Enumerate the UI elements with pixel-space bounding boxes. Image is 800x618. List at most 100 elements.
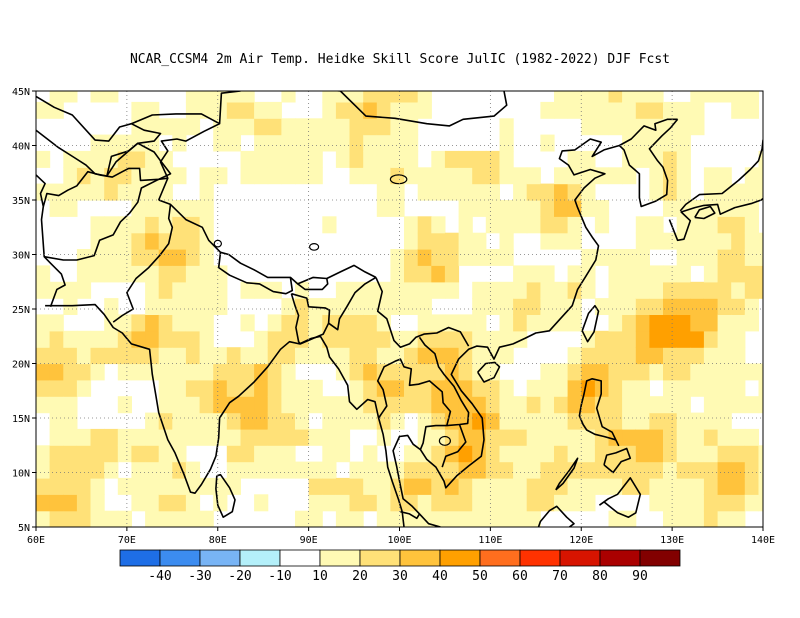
shading-cell xyxy=(145,183,160,201)
shading-cell xyxy=(145,347,160,365)
shading-cell xyxy=(226,347,241,365)
shading-cell xyxy=(485,396,500,414)
shading-cell xyxy=(90,183,105,201)
colorbar-swatch xyxy=(239,549,281,567)
shading-cell xyxy=(731,91,746,103)
shading-cell xyxy=(649,167,664,185)
shading-cell xyxy=(404,477,419,495)
shading-cell xyxy=(281,91,296,103)
shading-cell xyxy=(581,183,596,201)
shading-cell xyxy=(363,101,378,119)
shading-cell xyxy=(145,445,160,463)
shading-cell xyxy=(145,298,160,315)
shading-cell xyxy=(649,363,664,381)
shading-cell xyxy=(663,477,678,495)
shading-cell xyxy=(417,445,432,463)
shading-cell xyxy=(622,134,637,152)
shading-cell xyxy=(104,428,119,446)
shading-cell xyxy=(513,281,528,299)
shading-cell xyxy=(458,347,473,365)
shading-cell xyxy=(717,347,732,365)
shading-cell xyxy=(513,265,528,283)
shading-cell xyxy=(404,298,419,315)
shading-cell xyxy=(335,363,351,381)
skill-score-shading xyxy=(36,91,763,527)
shading-cell xyxy=(172,134,187,152)
shading-cell xyxy=(526,298,541,315)
border-laos-vietnam xyxy=(418,336,470,427)
shading-cell xyxy=(608,363,623,381)
shading-cell xyxy=(663,494,678,512)
shading-cell xyxy=(226,118,241,136)
shading-cell xyxy=(63,445,78,463)
shading-cell xyxy=(295,396,310,414)
shading-cell xyxy=(322,461,337,479)
shading-cell xyxy=(172,510,187,527)
shading-cell xyxy=(390,347,405,365)
shading-cell xyxy=(267,134,282,152)
shading-cell xyxy=(690,428,705,446)
shading-cell xyxy=(172,249,187,266)
shading-cell xyxy=(199,281,214,299)
shading-cell xyxy=(608,330,623,348)
shading-cell xyxy=(717,232,732,250)
border-uzbek-turkmen xyxy=(36,95,162,177)
shading-cell xyxy=(431,216,446,234)
shading-cell xyxy=(308,150,323,168)
shading-cell xyxy=(431,314,446,332)
shading-cell xyxy=(540,396,555,414)
shading-cell xyxy=(608,477,623,495)
shading-cell xyxy=(554,167,569,185)
shading-cell xyxy=(744,298,759,315)
shading-cell xyxy=(36,461,51,479)
shading-cell xyxy=(431,510,446,527)
shading-cell xyxy=(758,167,763,185)
shading-cell xyxy=(322,101,337,119)
shading-cell xyxy=(513,461,528,479)
shading-cell xyxy=(254,445,269,463)
shading-cell xyxy=(63,347,78,365)
shading-cell xyxy=(594,477,610,495)
shading-cell xyxy=(485,412,500,430)
shading-cell xyxy=(349,298,364,315)
shading-cell xyxy=(513,314,528,332)
shading-cell xyxy=(703,330,719,348)
shading-cell xyxy=(240,428,255,446)
shading-cell xyxy=(526,510,541,527)
shading-cell xyxy=(131,150,146,168)
shading-cell xyxy=(472,314,487,332)
shading-cell xyxy=(581,101,596,119)
shading-cell xyxy=(404,379,419,397)
shading-cell xyxy=(363,477,378,495)
colorbar-swatch xyxy=(639,549,681,567)
shading-cell xyxy=(485,281,500,299)
shading-cell xyxy=(295,150,310,168)
shading-cell xyxy=(267,330,282,348)
shading-cell xyxy=(417,232,432,250)
shading-cell xyxy=(363,134,378,152)
colorbar-label: 10 xyxy=(312,569,328,584)
shading-cell xyxy=(554,281,569,299)
shading-cell xyxy=(472,150,487,168)
shading-cell xyxy=(308,494,323,512)
shading-cell xyxy=(363,150,378,168)
shading-cell xyxy=(417,281,432,299)
shading-cell xyxy=(172,379,187,397)
shading-cell xyxy=(104,91,119,103)
shading-cell xyxy=(703,428,719,446)
shading-cell xyxy=(308,396,323,414)
shading-cell xyxy=(322,494,337,512)
shading-cell xyxy=(131,101,146,119)
shading-cell xyxy=(703,412,719,430)
shading-cell xyxy=(676,101,691,119)
shading-cell xyxy=(717,167,732,185)
shading-cell xyxy=(635,134,650,152)
shading-cell xyxy=(254,330,269,348)
shading-cell xyxy=(676,510,691,527)
shading-cell xyxy=(158,510,173,527)
shading-cell xyxy=(676,281,691,299)
shading-cell xyxy=(281,347,296,365)
shading-cell xyxy=(390,510,405,527)
shading-cell xyxy=(622,101,637,119)
shading-cell xyxy=(731,379,746,397)
